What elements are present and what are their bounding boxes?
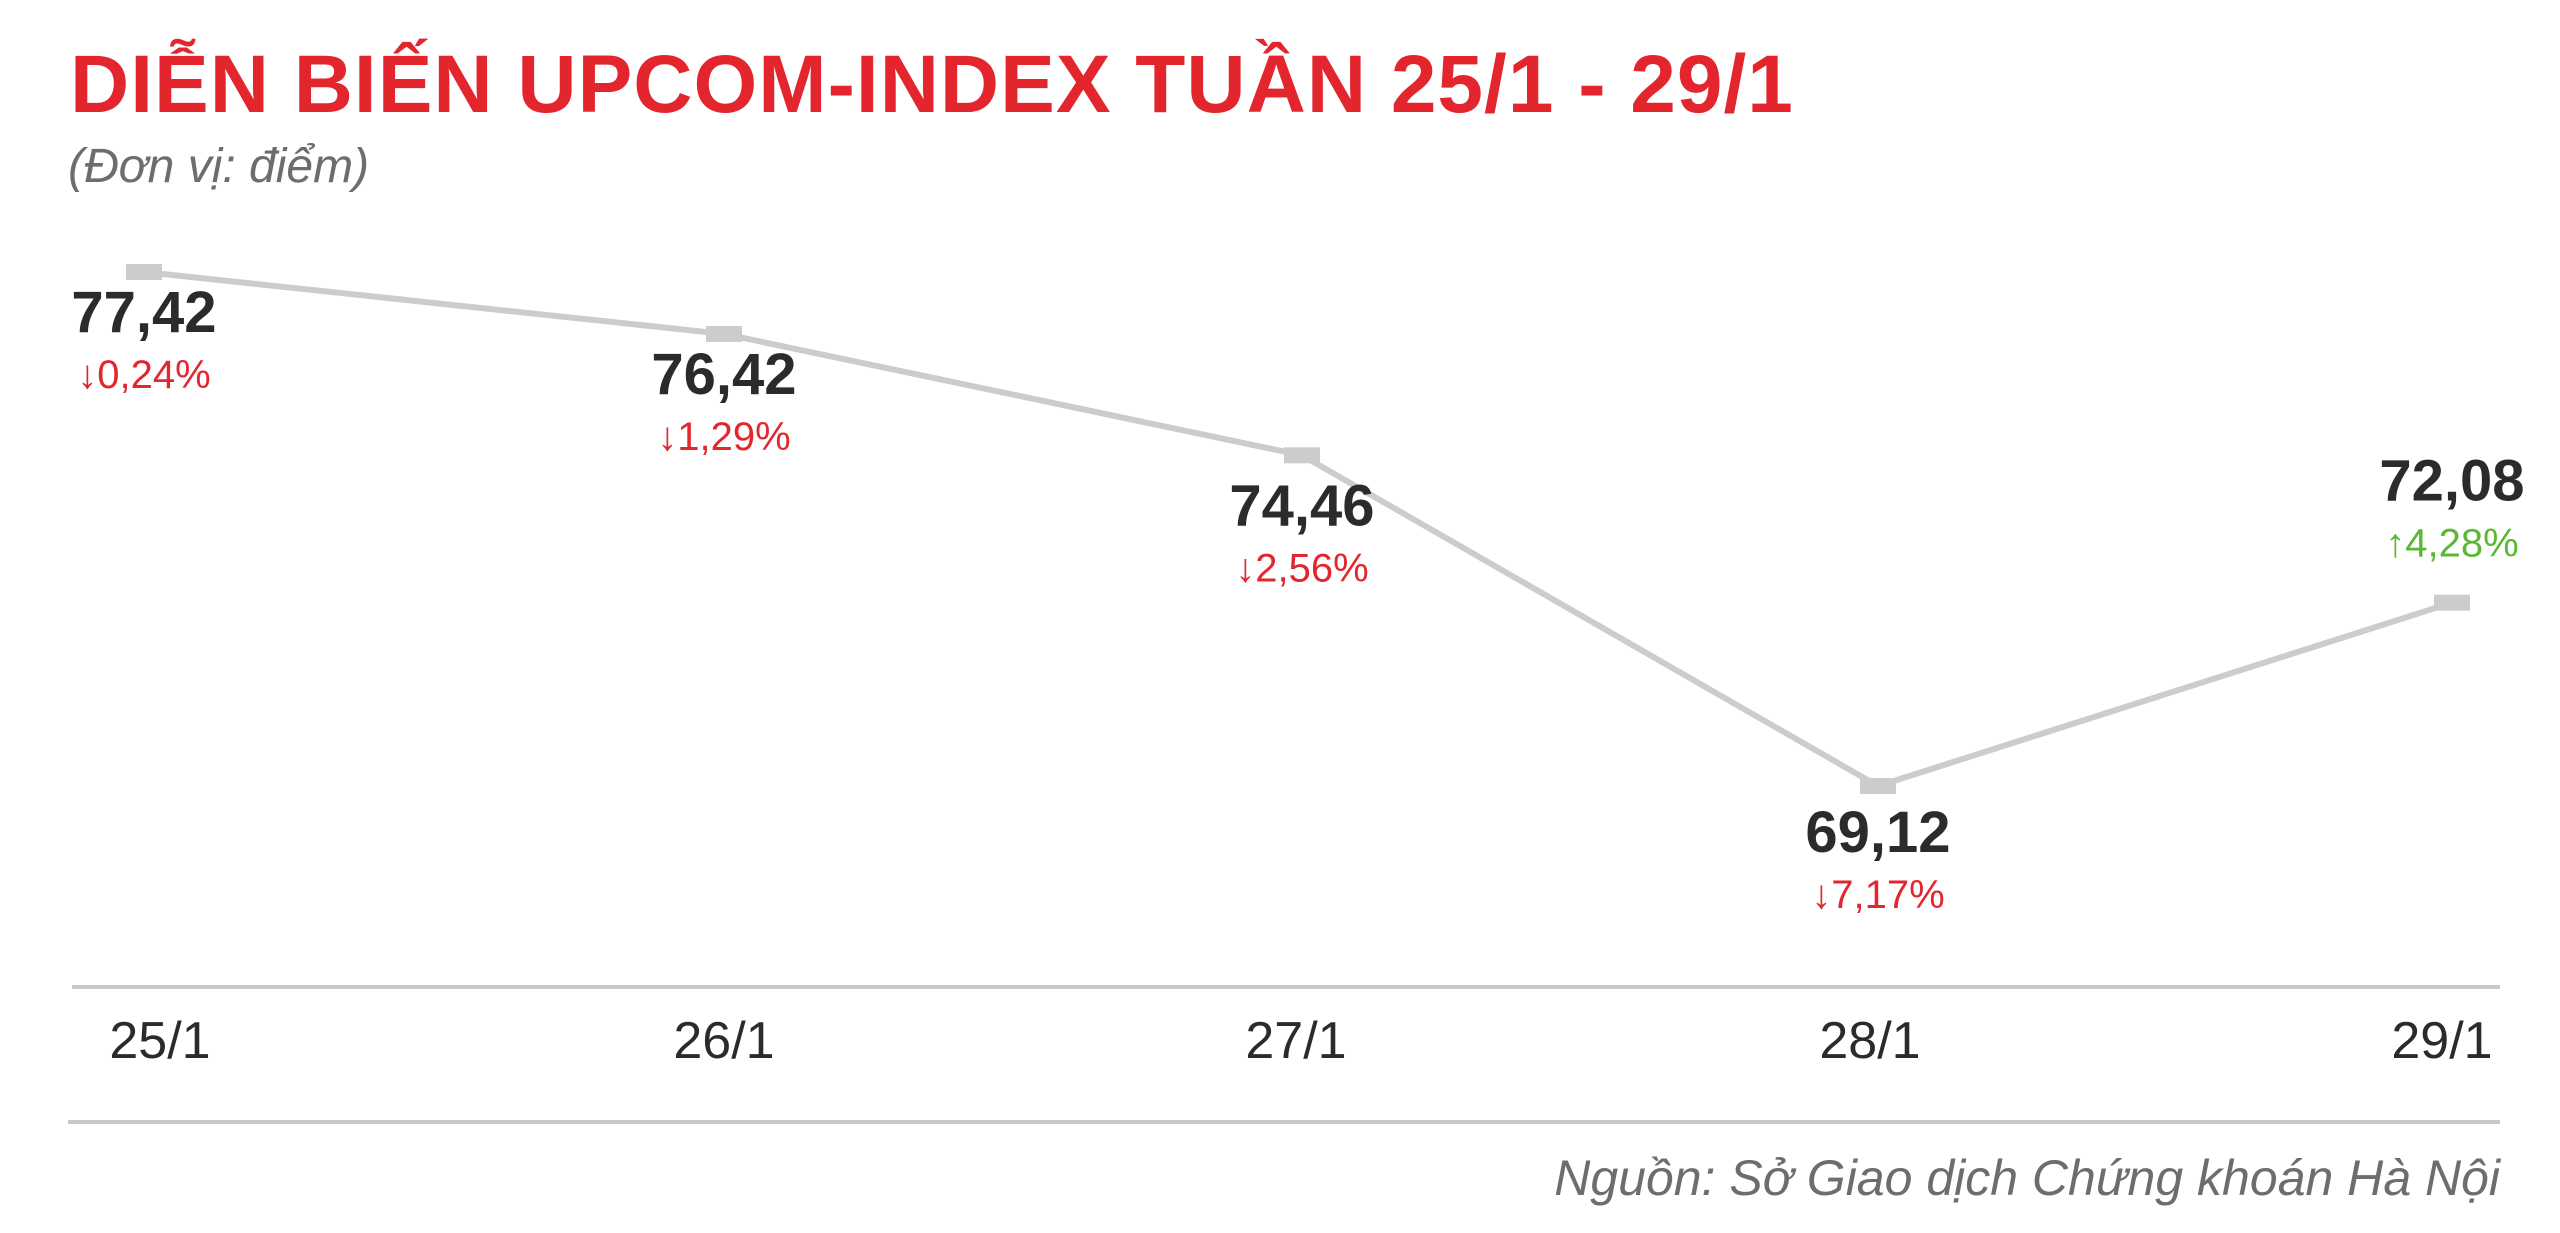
data-point-marker — [2434, 594, 2470, 611]
chart-subtitle: (Đơn vị: điểm) — [68, 140, 369, 193]
x-tick-label: 26/1 — [673, 1012, 774, 1070]
x-tick-label: 27/1 — [1245, 1012, 1346, 1070]
labels-group: 77,42↓0,24% 76,42↓1,29%74,46↓2,56%69,12↓7… — [71, 280, 2524, 917]
change-percent: 7,17% — [1831, 873, 1944, 917]
data-value-label: 72,08 — [2379, 449, 2524, 514]
arrow-up-icon: ↑ — [2385, 522, 2405, 566]
change-percent: 0,24% — [97, 353, 210, 397]
data-value-label: 74,46 — [1229, 473, 1374, 538]
data-point-marker — [1284, 447, 1320, 464]
change-up-label: ↑4,28% — [2385, 522, 2518, 566]
change-percent: 4,28% — [2405, 522, 2518, 566]
data-value-label: 69,12 — [1805, 800, 1950, 865]
change-percent: 1,29% — [677, 415, 790, 459]
change-percent: 2,56% — [1255, 546, 1368, 590]
x-tick-label: 29/1 — [2391, 1012, 2492, 1070]
data-point-marker — [126, 264, 162, 280]
change-down-label: ↓2,56% — [1235, 546, 1368, 590]
change-down-label: ↓0,24% — [77, 353, 210, 397]
arrow-down-icon: ↓ — [1235, 546, 1255, 590]
data-point-marker — [706, 325, 742, 342]
data-value-label: 76,42 — [651, 342, 796, 407]
data-point-marker — [1860, 778, 1896, 794]
chart-title: DIỄN BIẾN UPCOM-INDEX TUẦN 25/1 - 29/1 — [70, 39, 1794, 130]
source-note: Nguồn: Sở Giao dịch Chứng khoán Hà Nội — [1554, 1150, 2502, 1206]
x-tick-labels: 25/1 26/1 27/1 28/1 29/1 — [109, 1012, 2492, 1070]
x-tick-label: 25/1 — [109, 1012, 210, 1070]
series-group — [126, 264, 2470, 794]
change-down-label: ↓7,17% — [1811, 873, 1944, 917]
arrow-down-icon: ↓ — [77, 353, 97, 397]
change-down-label: ↓1,29% — [657, 415, 790, 459]
data-value-label: 77,42 — [71, 280, 216, 345]
arrow-down-icon: ↓ — [657, 415, 677, 459]
x-tick-label: 28/1 — [1819, 1012, 1920, 1070]
arrow-down-icon: ↓ — [1811, 873, 1831, 917]
